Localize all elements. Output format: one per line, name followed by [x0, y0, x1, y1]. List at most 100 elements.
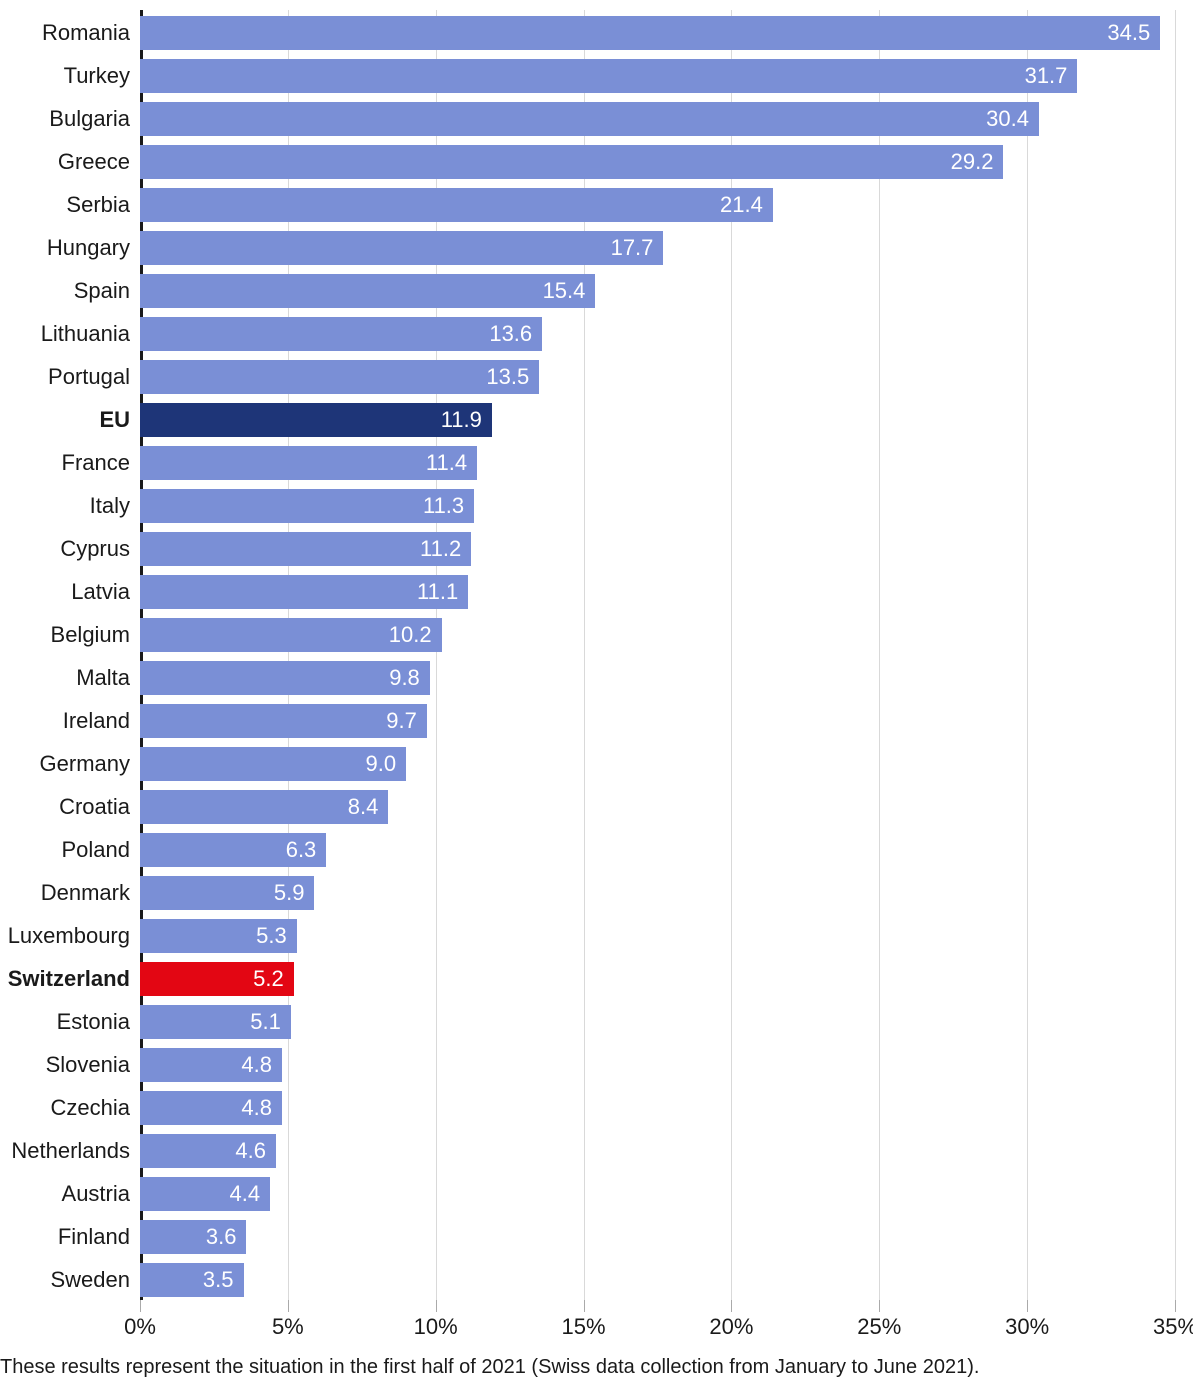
bar-row: Poland6.3 [140, 833, 1175, 867]
x-axis: 0%5%10%15%20%25%30%35% [140, 1300, 1175, 1350]
bar-row: Lithuania13.6 [140, 317, 1175, 351]
bar-category-label: Luxembourg [8, 923, 140, 949]
bar-row: Italy11.3 [140, 489, 1175, 523]
bar-row: Denmark5.9 [140, 876, 1175, 910]
bar: 11.3 [140, 489, 474, 523]
x-tick [140, 1300, 141, 1312]
bar-row: Turkey31.7 [140, 59, 1175, 93]
gridline [1175, 10, 1176, 1300]
bar-row: Estonia5.1 [140, 1005, 1175, 1039]
bar-category-label: EU [99, 407, 140, 433]
bar: 5.1 [140, 1005, 291, 1039]
bar: 6.3 [140, 833, 326, 867]
bar: 21.4 [140, 188, 773, 222]
bar-row: Finland3.6 [140, 1220, 1175, 1254]
x-tick [436, 1300, 437, 1312]
bar-category-label: Sweden [50, 1267, 140, 1293]
bar-row: Ireland9.7 [140, 704, 1175, 738]
x-tick [1175, 1300, 1176, 1312]
bar: 15.4 [140, 274, 595, 308]
x-tick-label: 25% [857, 1314, 901, 1340]
x-tick-label: 20% [709, 1314, 753, 1340]
bar: 4.8 [140, 1048, 282, 1082]
bar: 5.9 [140, 876, 314, 910]
bar-row: Bulgaria30.4 [140, 102, 1175, 136]
bar-category-label: Estonia [57, 1009, 140, 1035]
bar: 9.7 [140, 704, 427, 738]
x-tick [584, 1300, 585, 1312]
bar: 31.7 [140, 59, 1077, 93]
bar-category-label: Switzerland [8, 966, 140, 992]
x-tick-label: 0% [124, 1314, 156, 1340]
bar: 13.5 [140, 360, 539, 394]
bar-row: EU11.9 [140, 403, 1175, 437]
bar-category-label: Serbia [66, 192, 140, 218]
bar-category-label: Finland [58, 1224, 140, 1250]
bar-row: Belgium10.2 [140, 618, 1175, 652]
bar-category-label: Hungary [47, 235, 140, 261]
bar: 3.5 [140, 1263, 244, 1297]
bar-category-label: Bulgaria [49, 106, 140, 132]
bar: 9.0 [140, 747, 406, 781]
x-tick [879, 1300, 880, 1312]
bar-row: Sweden3.5 [140, 1263, 1175, 1297]
bar-category-label: Ireland [63, 708, 140, 734]
bar-row: Switzerland5.2 [140, 962, 1175, 996]
bar-chart: Romania34.5Turkey31.7Bulgaria30.4Greece2… [0, 10, 1175, 1350]
bar-row: Romania34.5 [140, 16, 1175, 50]
bar-row: Spain15.4 [140, 274, 1175, 308]
bar-category-label: Cyprus [60, 536, 140, 562]
bar-category-label: Greece [58, 149, 140, 175]
bar-category-label: Malta [76, 665, 140, 691]
bar: 4.6 [140, 1134, 276, 1168]
bar: 3.6 [140, 1220, 246, 1254]
bar: 34.5 [140, 16, 1160, 50]
bar-category-label: Romania [42, 20, 140, 46]
bar: 30.4 [140, 102, 1039, 136]
bar: 11.2 [140, 532, 471, 566]
bar-category-label: Poland [61, 837, 140, 863]
bar-category-label: Czechia [51, 1095, 140, 1121]
x-tick [731, 1300, 732, 1312]
x-tick-label: 10% [414, 1314, 458, 1340]
bar-category-label: Denmark [41, 880, 140, 906]
bar-row: France11.4 [140, 446, 1175, 480]
bar-category-label: Germany [40, 751, 140, 777]
bar-row: Netherlands4.6 [140, 1134, 1175, 1168]
bar: 5.2 [140, 962, 294, 996]
bar-row: Malta9.8 [140, 661, 1175, 695]
bar-row: Hungary17.7 [140, 231, 1175, 265]
bar-category-label: Slovenia [46, 1052, 140, 1078]
bar-row: Slovenia4.8 [140, 1048, 1175, 1082]
bar-category-label: Croatia [59, 794, 140, 820]
bar-row: Luxembourg5.3 [140, 919, 1175, 953]
bar-category-label: Italy [90, 493, 140, 519]
bar: 8.4 [140, 790, 388, 824]
x-tick-label: 35% [1153, 1314, 1193, 1340]
bar: 4.8 [140, 1091, 282, 1125]
bar-row: Greece29.2 [140, 145, 1175, 179]
bar-category-label: France [62, 450, 140, 476]
bar: 10.2 [140, 618, 442, 652]
bar: 13.6 [140, 317, 542, 351]
bar-category-label: Latvia [71, 579, 140, 605]
bar: 11.1 [140, 575, 468, 609]
bar-category-label: Netherlands [11, 1138, 140, 1164]
bar-category-label: Turkey [64, 63, 140, 89]
bar-row: Cyprus11.2 [140, 532, 1175, 566]
bar: 9.8 [140, 661, 430, 695]
bar: 11.9 [140, 403, 492, 437]
bars-container: Romania34.5 Turkey31.7 Bulgaria30.4 Greece2… [140, 10, 1175, 1300]
bar-category-label: Austria [62, 1181, 140, 1207]
bar-row: Croatia8.4 [140, 790, 1175, 824]
bar-row: Germany9.0 [140, 747, 1175, 781]
x-tick-label: 30% [1005, 1314, 1049, 1340]
bar-row: Austria4.4 [140, 1177, 1175, 1211]
bar: 17.7 [140, 231, 663, 265]
plot-area: Romania34.5 Turkey31.7 Bulgaria30.4 Greece2… [140, 10, 1175, 1300]
bar: 5.3 [140, 919, 297, 953]
bar-row: Latvia11.1 [140, 575, 1175, 609]
bar: 11.4 [140, 446, 477, 480]
bar-row: Czechia4.8 [140, 1091, 1175, 1125]
x-tick-label: 15% [562, 1314, 606, 1340]
